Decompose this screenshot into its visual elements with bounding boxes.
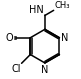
Text: Cl: Cl bbox=[11, 64, 21, 74]
Text: N: N bbox=[41, 65, 49, 75]
Text: HN: HN bbox=[29, 5, 43, 15]
Text: O: O bbox=[6, 33, 13, 43]
Text: N: N bbox=[61, 33, 69, 43]
Text: CH₃: CH₃ bbox=[54, 1, 70, 10]
